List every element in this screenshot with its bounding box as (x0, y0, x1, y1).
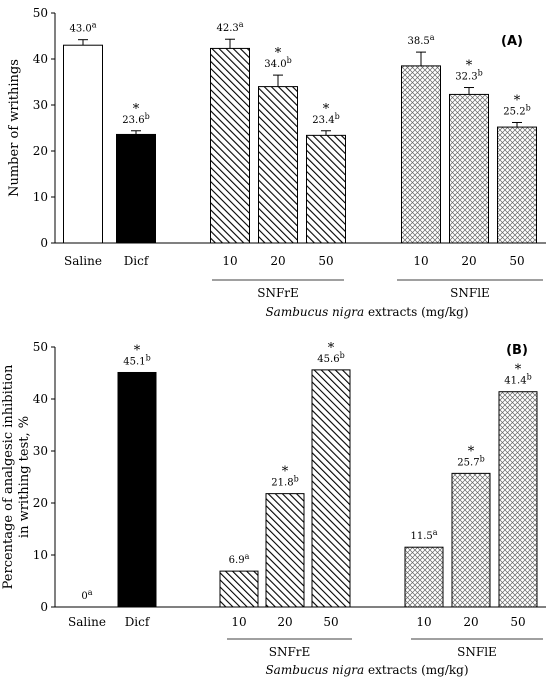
data-label: 38.5a (407, 33, 434, 47)
bar (451, 472, 491, 608)
bar (449, 93, 489, 244)
bar (404, 546, 444, 608)
panel-tag: (A) (501, 34, 523, 49)
significance-star: * (514, 93, 521, 108)
x-tick-label: 20 (277, 615, 292, 629)
data-label: 23.6b (122, 112, 149, 126)
bar (219, 570, 259, 608)
bar (116, 133, 156, 244)
group-label: SNFrE (257, 286, 299, 300)
x-tick-label: 20 (463, 615, 478, 629)
bar (117, 371, 157, 608)
significance-star: * (134, 343, 141, 358)
significance-star: * (328, 341, 335, 356)
significance-star: * (468, 444, 475, 459)
data-label: 21.8b (271, 475, 298, 489)
y-tick-label: 50 (33, 6, 48, 20)
significance-star: * (133, 102, 140, 117)
y-axis-title: Percentage of analgesic inhibitionin wri… (1, 364, 32, 589)
y-tick-label: 40 (33, 392, 48, 406)
bar (311, 369, 351, 608)
bar (306, 134, 346, 244)
significance-star: * (275, 46, 282, 61)
y-tick-label: 30 (33, 444, 48, 458)
x-tick-label: 10 (222, 254, 237, 268)
x-tick-label: 10 (231, 615, 246, 629)
bar (497, 126, 537, 244)
x-tick-label: Saline (68, 615, 106, 629)
data-label: 43.0a (69, 21, 96, 35)
data-label: 34.0b (264, 56, 291, 70)
significance-star: * (515, 363, 522, 378)
x-tick-label: 20 (270, 254, 285, 268)
y-tick-label: 0 (40, 600, 48, 614)
significance-star: * (282, 465, 289, 480)
y-tick-label: 20 (33, 496, 48, 510)
group-label: SNFrE (269, 645, 311, 659)
data-label: 32.3b (455, 69, 482, 83)
y-tick-label: 30 (33, 98, 48, 112)
data-label: 42.3a (216, 20, 243, 34)
bar (258, 86, 298, 244)
bar (63, 44, 103, 244)
data-label: 6.9a (229, 552, 250, 566)
data-label: 11.5a (410, 528, 437, 542)
x-tick-label: 10 (413, 254, 428, 268)
chart-panel-a: 0 10 20 30 40 50 Number of writhings 43.0a Salin… (7, 6, 546, 319)
bar (498, 391, 538, 608)
x-tick-label: 50 (509, 254, 524, 268)
x-axis-title: Sambucus nigra extracts (mg/kg) (265, 663, 468, 677)
data-label: 45.1b (123, 353, 150, 367)
x-axis-title: Sambucus nigra extracts (mg/kg) (265, 305, 468, 319)
bar (265, 493, 305, 608)
y-axis-title: Number of writhings (7, 59, 22, 197)
y-tick-label: 10 (33, 548, 48, 562)
data-label: 45.6b (317, 351, 344, 365)
x-tick-label: 50 (323, 615, 338, 629)
y-tick-label: 40 (33, 52, 48, 66)
data-label: 25.7b (457, 454, 484, 468)
data-label: 0a (81, 588, 92, 602)
data-label: 25.2b (503, 103, 530, 117)
x-tick-label: Dicf (124, 254, 150, 268)
bar (210, 47, 250, 244)
x-tick-label: 10 (416, 615, 431, 629)
x-tick-label: 50 (510, 615, 525, 629)
bar (401, 65, 441, 244)
significance-star: * (466, 59, 473, 74)
y-tick-label: 20 (33, 144, 48, 158)
panel-tag: (B) (506, 343, 528, 358)
y-tick-label: 0 (40, 236, 48, 250)
significance-star: * (323, 102, 330, 117)
y-tick-label: 10 (33, 190, 48, 204)
x-tick-label: 50 (318, 254, 333, 268)
x-tick-label: Saline (64, 254, 102, 268)
data-label: 41.4b (504, 373, 531, 387)
x-tick-label: Dicf (125, 615, 151, 629)
y-tick-label: 50 (33, 340, 48, 354)
x-tick-label: 20 (461, 254, 476, 268)
data-label: 23.4b (312, 112, 339, 126)
group-label: SNFlE (457, 645, 497, 659)
group-label: SNFlE (450, 286, 490, 300)
